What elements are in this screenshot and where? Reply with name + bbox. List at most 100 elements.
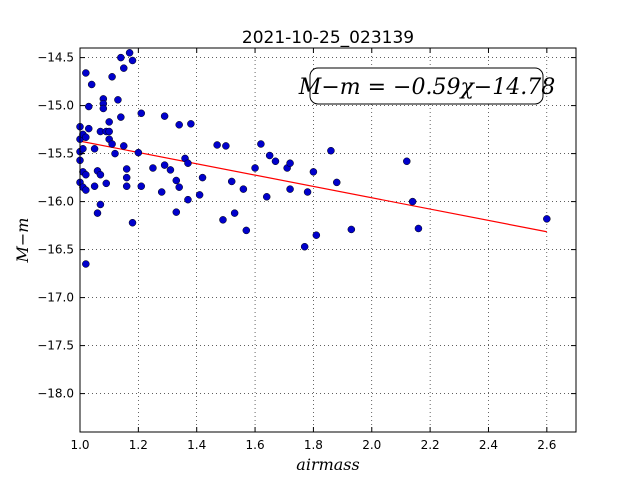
data-point xyxy=(85,102,93,111)
data-point xyxy=(96,170,105,179)
grid xyxy=(79,48,576,432)
data-point xyxy=(227,177,236,186)
data-point xyxy=(122,173,131,182)
data-point xyxy=(137,182,146,190)
x-tick-label: 2.2 xyxy=(421,438,440,452)
data-point xyxy=(99,104,108,113)
data-point xyxy=(122,182,131,190)
data-point xyxy=(327,146,335,155)
data-point xyxy=(408,197,417,206)
data-point xyxy=(333,178,341,187)
plot-frame xyxy=(79,47,577,433)
data-point xyxy=(251,164,259,172)
data-point xyxy=(96,200,105,209)
data-point xyxy=(105,118,113,126)
x-tick-label: 1.8 xyxy=(304,438,323,452)
data-point xyxy=(184,195,192,204)
data-point xyxy=(82,260,90,268)
x-axis-label: airmass xyxy=(296,455,359,474)
data-point xyxy=(134,148,143,157)
annotation-frame xyxy=(309,67,544,105)
data-point xyxy=(184,159,192,167)
chart-title: 2021-10-25_023139 xyxy=(242,28,414,48)
data-point xyxy=(105,127,113,136)
data-point xyxy=(117,53,125,62)
data-point xyxy=(111,149,119,158)
data-point xyxy=(543,215,551,223)
data-point xyxy=(90,182,99,190)
annotation-box: M−m = −0.59χ−14.78 xyxy=(298,67,555,105)
data-point xyxy=(271,157,280,166)
y-tick-label: −15.5 xyxy=(37,147,74,161)
data-point xyxy=(82,186,90,194)
fit-line xyxy=(79,140,547,233)
data-point xyxy=(262,193,271,201)
x-tick-label: 1.6 xyxy=(246,438,265,452)
fit-line-group xyxy=(79,140,547,233)
y-tick-label: −17.5 xyxy=(37,339,74,353)
data-point xyxy=(242,226,251,235)
data-point xyxy=(122,165,131,173)
data-point xyxy=(120,142,128,150)
data-point xyxy=(137,109,146,118)
x-tick-label: 2.4 xyxy=(479,438,498,452)
data-point xyxy=(125,49,134,57)
y-tick-label: −16.5 xyxy=(37,243,74,257)
data-point xyxy=(286,159,294,167)
data-point xyxy=(166,166,175,174)
data-point xyxy=(128,56,137,65)
y-tick-label: −16.0 xyxy=(37,195,74,209)
y-axis-ticks: −14.5 −15.0 −15.5 −16.0 −16.5 −17.0 −17.5 −18.0 xyxy=(37,51,576,401)
data-point xyxy=(79,145,87,153)
data-point xyxy=(195,191,204,199)
data-point xyxy=(108,73,116,81)
y-axis-label: M−m xyxy=(13,218,32,264)
data-point xyxy=(102,179,111,188)
x-axis-ticks: 1.0 1.2 1.4 1.6 1.8 2.0 2.2 2.4 2.6 xyxy=(70,48,556,452)
data-point xyxy=(347,225,356,234)
data-point xyxy=(117,113,125,121)
data-point xyxy=(303,188,312,196)
data-point xyxy=(120,64,128,72)
data-point xyxy=(219,216,227,224)
data-point xyxy=(265,151,274,160)
data-point xyxy=(403,157,411,166)
data-point xyxy=(286,185,294,193)
data-points xyxy=(76,49,551,268)
data-point xyxy=(128,218,137,227)
data-point xyxy=(108,140,116,148)
data-point xyxy=(160,161,169,169)
data-point xyxy=(414,224,423,233)
data-point xyxy=(187,120,195,128)
y-tick-label: −17.0 xyxy=(37,291,74,305)
data-point xyxy=(172,176,181,185)
data-point xyxy=(230,209,239,217)
x-tick-label: 2.6 xyxy=(537,438,556,452)
data-point xyxy=(114,96,122,104)
data-point xyxy=(198,173,207,182)
data-point xyxy=(239,185,248,193)
data-point xyxy=(90,145,99,153)
data-point xyxy=(82,69,90,77)
data-point xyxy=(82,133,90,142)
x-tick-label: 1.0 xyxy=(70,438,89,452)
data-point xyxy=(87,80,96,89)
data-point xyxy=(82,170,90,179)
data-point xyxy=(309,168,318,176)
y-tick-label: −14.5 xyxy=(37,51,74,65)
data-point xyxy=(85,124,93,133)
data-point xyxy=(149,164,157,172)
data-point xyxy=(175,183,183,191)
y-tick-label: −15.0 xyxy=(37,99,74,113)
x-tick-label: 2.0 xyxy=(362,438,381,452)
data-point xyxy=(157,188,166,196)
data-point xyxy=(222,142,230,150)
data-point xyxy=(312,231,321,239)
data-point xyxy=(160,112,169,120)
y-tick-label: −18.0 xyxy=(37,387,74,401)
data-point xyxy=(213,141,221,149)
x-tick-label: 1.2 xyxy=(129,438,148,452)
data-point xyxy=(300,242,309,251)
annotation-text: M−m = −0.59χ−14.78 xyxy=(298,75,555,100)
